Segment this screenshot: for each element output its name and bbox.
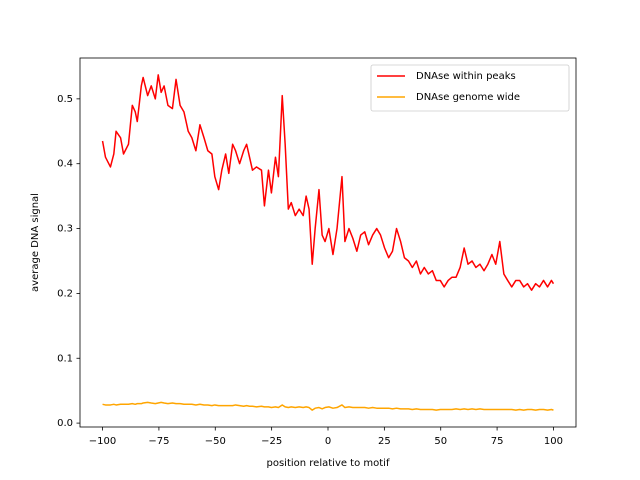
legend-box xyxy=(370,64,570,112)
y-tick-label: 0.1 xyxy=(57,353,73,364)
x-tick-label: −50 xyxy=(205,436,226,447)
y-tick-label: 0.5 xyxy=(57,94,73,105)
axes-frame xyxy=(79,57,577,428)
y-tick-label: 0.4 xyxy=(57,159,73,170)
y-tick-label: 0.0 xyxy=(57,418,73,429)
legend-label: DNAse within peaks xyxy=(416,71,516,82)
x-tick-label: −100 xyxy=(89,436,116,447)
x-tick-label: 0 xyxy=(325,436,331,447)
y-axis-label: average DNA signal xyxy=(30,193,41,292)
x-tick-label: 25 xyxy=(378,436,391,447)
data-line xyxy=(101,74,555,291)
data-line xyxy=(102,401,554,411)
x-tick-label: 50 xyxy=(434,436,447,447)
y-tick-label: 0.3 xyxy=(57,224,73,235)
y-tick-label: 0.2 xyxy=(57,288,73,299)
legend-label: DNAse genome wide xyxy=(416,92,520,103)
x-tick-label: −25 xyxy=(261,436,282,447)
x-tick-label: −75 xyxy=(148,436,169,447)
x-tick-label: 75 xyxy=(491,436,504,447)
x-tick-label: 100 xyxy=(544,436,563,447)
x-axis-label: position relative to motif xyxy=(267,458,390,469)
